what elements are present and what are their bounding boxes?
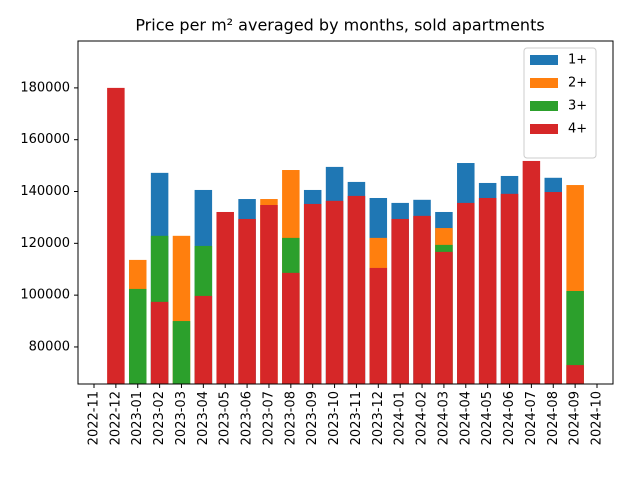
- bar: [150, 301, 169, 384]
- bar: [303, 203, 322, 384]
- x-tick-label: 2024-03: [436, 391, 451, 445]
- bar: [107, 87, 125, 385]
- bar: [435, 251, 453, 384]
- legend: 1+ 2+ 3+ 4+: [523, 47, 597, 159]
- bar: [216, 211, 234, 384]
- x-tick-label: 2022-11: [87, 391, 102, 445]
- x-tick-label: 2023-01: [130, 391, 145, 445]
- plot-frame: [77, 40, 614, 385]
- legend-label: 3+: [568, 99, 587, 114]
- x-tick-label: 2023-10: [327, 391, 342, 445]
- x-tick-label: 2024-06: [502, 391, 517, 445]
- legend-swatch: [530, 101, 558, 111]
- bar: [500, 193, 519, 384]
- x-tick-label: 2023-11: [349, 391, 364, 445]
- x-tick-label: 2023-06: [240, 391, 255, 445]
- x-tick-label: 2024-07: [524, 391, 539, 445]
- x-tick-label: 2023-03: [174, 391, 189, 445]
- bar: [522, 160, 541, 384]
- x-tick-label: 2023-08: [283, 391, 298, 445]
- chart-title: Price per m² averaged by months, sold ap…: [135, 16, 544, 35]
- y-tick-label: 140000: [20, 184, 70, 199]
- x-tick-label: 2023-04: [196, 391, 211, 445]
- x-tick-label: 2024-05: [480, 391, 495, 445]
- y-tick-label: 180000: [20, 80, 70, 95]
- bar: [282, 272, 300, 384]
- x-tick-label: 2024-02: [415, 391, 430, 445]
- bar: [172, 321, 191, 384]
- y-tick-label: 160000: [20, 132, 70, 147]
- bar: [325, 200, 344, 384]
- x-tick-label: 2024-10: [590, 391, 605, 445]
- bar: [369, 267, 388, 384]
- x-tick-label: 2023-02: [152, 391, 167, 445]
- x-tick-label: 2023-05: [218, 391, 233, 445]
- x-tick-label: 2023-12: [371, 391, 386, 445]
- x-tick-label: 2024-01: [393, 391, 408, 445]
- bar: [478, 197, 497, 384]
- x-tick-label: 2024-08: [546, 391, 561, 445]
- x-tick-label: 2023-09: [305, 391, 320, 445]
- bar: [194, 295, 213, 384]
- bar: [391, 218, 409, 384]
- y-tick-label: 100000: [20, 288, 70, 303]
- bar: [347, 195, 366, 384]
- x-tick-label: 2023-07: [261, 391, 276, 445]
- bar: [128, 288, 147, 384]
- legend-label: 4+: [568, 122, 587, 137]
- legend-swatch: [530, 78, 558, 88]
- x-tick-label: 2022-12: [108, 391, 123, 445]
- legend-swatch: [530, 124, 558, 134]
- y-tick-label: 120000: [20, 236, 70, 251]
- bar: [260, 204, 278, 384]
- legend-label: 1+: [568, 53, 587, 68]
- y-tick-label: 80000: [29, 339, 70, 354]
- bar: [413, 215, 431, 384]
- bar: [457, 202, 475, 384]
- bar: [238, 218, 256, 384]
- x-tick-label: 2024-04: [458, 391, 473, 445]
- bar: [544, 192, 563, 384]
- x-tick-label: 2024-09: [568, 391, 583, 445]
- bar: [566, 365, 584, 384]
- legend-swatch: [530, 55, 558, 65]
- legend-label: 2+: [568, 76, 587, 91]
- bar: [566, 290, 584, 384]
